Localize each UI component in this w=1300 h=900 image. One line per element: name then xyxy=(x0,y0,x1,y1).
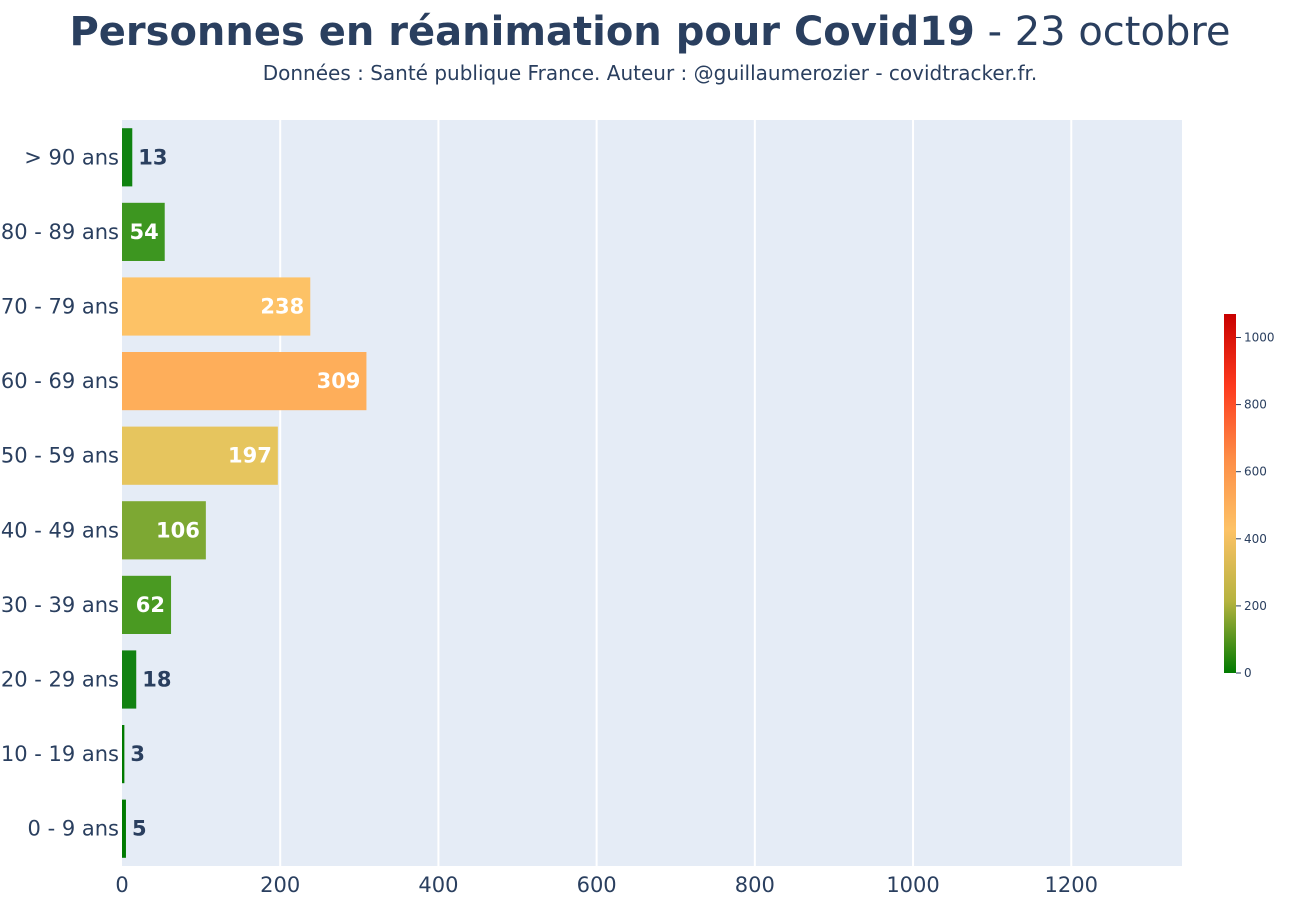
colorbar-tick-label: 800 xyxy=(1244,398,1267,412)
bar-value-label: 62 xyxy=(136,593,165,617)
gridlines xyxy=(279,120,1073,866)
y-tick-label: 30 - 39 ans xyxy=(1,593,119,617)
colorbar-tick-label: 1000 xyxy=(1244,330,1275,344)
x-tick-label: 0 xyxy=(115,873,128,897)
bar xyxy=(122,650,137,709)
chart-title: Personnes en réanimation pour Covid19 - … xyxy=(0,6,1300,58)
y-tick-label: 0 - 9 ans xyxy=(28,817,119,841)
colorbar: 0 200 400 600 800 1000 xyxy=(1224,314,1275,680)
colorbar-tick-label: 600 xyxy=(1244,465,1267,479)
bar xyxy=(122,799,126,858)
x-tick-label: 400 xyxy=(418,873,458,897)
y-tick-label: > 90 ans xyxy=(24,145,119,169)
colorbar-tick-label: 400 xyxy=(1244,532,1267,546)
bar-value-label: 5 xyxy=(132,817,147,841)
bar-value-label: 309 xyxy=(317,369,361,393)
y-tick-label: 50 - 59 ans xyxy=(1,444,119,468)
bar xyxy=(122,202,165,261)
bar xyxy=(122,501,206,560)
y-tick-label: 20 - 29 ans xyxy=(1,668,119,692)
x-axis-labels: 0 200 400 600 800 1000 1200 xyxy=(115,873,1098,897)
chart-title-main: Personnes en réanimation pour Covid19 xyxy=(69,9,975,55)
bar-value-label: 238 xyxy=(260,295,304,319)
y-tick-label: 10 - 19 ans xyxy=(1,742,119,766)
bar xyxy=(122,128,133,187)
y-tick-label: 70 - 79 ans xyxy=(1,295,119,319)
x-tick-label: 1200 xyxy=(1045,873,1098,897)
y-tick-label: 40 - 49 ans xyxy=(1,518,119,542)
bar xyxy=(122,277,311,336)
bar-value-label: 18 xyxy=(142,668,171,692)
chart-title-date: - 23 octobre xyxy=(974,9,1231,55)
x-tick-label: 600 xyxy=(577,873,617,897)
plot-area xyxy=(122,120,1182,866)
bar-value-label: 197 xyxy=(228,444,272,468)
bars: 5 3 18 62 106 197 309 238 54 13 xyxy=(122,128,367,858)
chart-subtitle: Données : Santé publique France. Auteur … xyxy=(262,61,1038,85)
bar-value-label: 54 xyxy=(129,220,158,244)
x-tick-label: 200 xyxy=(260,873,300,897)
bar xyxy=(122,725,125,784)
colorbar-scale xyxy=(1224,314,1236,673)
y-axis-labels: 0 - 9 ans 10 - 19 ans 20 - 29 ans 30 - 39 a… xyxy=(1,145,119,840)
x-tick-label: 1000 xyxy=(886,873,939,897)
bar-value-label: 3 xyxy=(130,742,145,766)
colorbar-tick-label: 0 xyxy=(1244,666,1252,680)
y-tick-label: 80 - 89 ans xyxy=(1,220,119,244)
bar-value-label: 106 xyxy=(156,518,200,542)
bar xyxy=(122,352,367,411)
bar xyxy=(122,426,278,485)
x-tick-label: 800 xyxy=(735,873,775,897)
y-tick-label: 60 - 69 ans xyxy=(1,369,119,393)
bar-value-label: 13 xyxy=(138,145,167,169)
colorbar-tick-label: 200 xyxy=(1244,599,1267,613)
bar xyxy=(122,575,172,634)
